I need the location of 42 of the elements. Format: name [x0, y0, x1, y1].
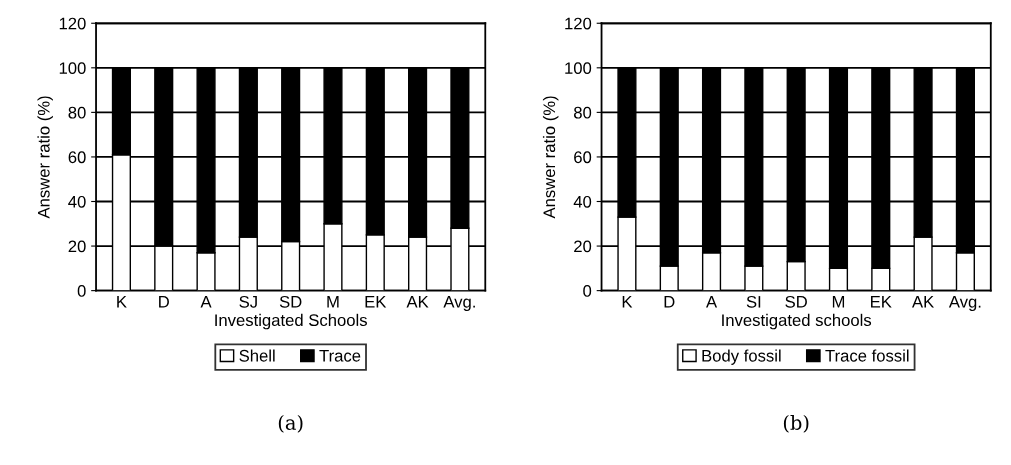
y-tick-label: 0 [77, 285, 86, 297]
x-tick-label: A [706, 296, 718, 308]
y-tick-label: 0 [583, 285, 592, 297]
y-axis-title: Answer ratio (%) [37, 96, 53, 219]
y-tick-label: 100 [565, 62, 592, 75]
y-tick-label: 60 [574, 151, 592, 164]
y-tick-label: 120 [59, 17, 86, 30]
x-axis-title: Investigated schools [722, 313, 872, 330]
x-tick-label: AK [912, 296, 935, 308]
x-tick-label: K [117, 296, 127, 308]
x-tick-label: SD [785, 295, 807, 308]
x-tick-label: AK [406, 296, 429, 308]
legend-label: Shell [239, 349, 275, 362]
y-tick-label: 20 [574, 240, 592, 253]
legend-label: Body fossil [702, 349, 781, 365]
x-tick-label: SI [746, 295, 761, 308]
x-tick-label: SD [279, 295, 302, 308]
x-tick-label: D [159, 296, 169, 308]
y-tick-label: 80 [68, 106, 86, 119]
y-tick-label: 20 [68, 240, 86, 253]
legend-label: Trace [319, 350, 361, 362]
y-tick-label: 60 [68, 151, 86, 164]
text: (b) [783, 414, 809, 433]
x-tick-label: Avg. [443, 296, 475, 312]
y-tick-label: 120 [565, 17, 592, 30]
x-tick-label: EK [365, 296, 387, 308]
x-tick-label: M [327, 296, 339, 308]
y-tick-label: 80 [574, 106, 592, 119]
x-tick-label: SJ [239, 295, 257, 308]
y-tick-label: 40 [68, 195, 86, 208]
y-tick-label: 40 [573, 195, 592, 208]
x-tick-label: M [832, 296, 845, 308]
legend-label: Trace fossil [825, 349, 909, 362]
x-tick-label: A [200, 296, 212, 308]
x-tick-label: D [664, 296, 675, 308]
text: (a) [278, 414, 303, 433]
x-tick-label: EK [871, 296, 892, 308]
y-tick-label: 100 [59, 62, 86, 75]
x-tick-label: K [622, 296, 633, 308]
y-axis-title: Answer ratio (%) [542, 96, 559, 219]
x-axis-title: Investigated Schools [215, 313, 367, 330]
x-tick-label: Avg. [948, 296, 981, 312]
